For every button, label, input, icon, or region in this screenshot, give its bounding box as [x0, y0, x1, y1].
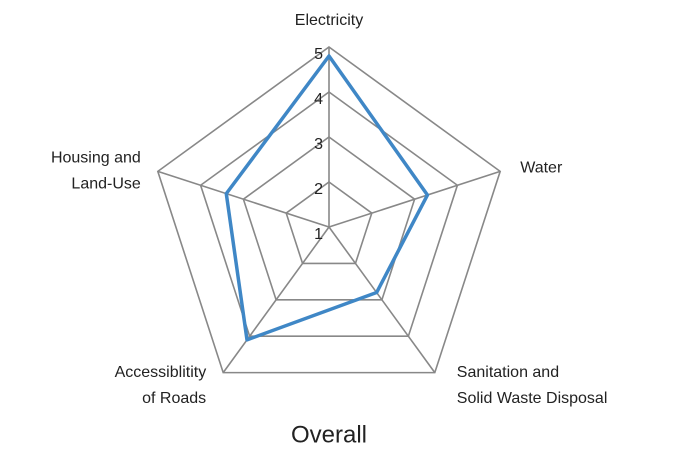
- r-tick-label: 2: [314, 181, 323, 198]
- category-label: Housing and: [51, 150, 141, 167]
- category-label: Water: [520, 160, 563, 177]
- grid-ring: [199, 91, 459, 338]
- r-tick-label: 3: [314, 136, 323, 153]
- r-tick-label: 4: [314, 91, 323, 108]
- category-label: Accessiblitity: [115, 364, 207, 381]
- grid-ring: [285, 181, 373, 265]
- category-label: of Roads: [142, 390, 206, 407]
- category-label: Solid Waste Disposal: [457, 390, 608, 407]
- spoke: [222, 226, 330, 374]
- spoke: [328, 226, 436, 374]
- category-label: Electricity: [295, 12, 363, 29]
- r-tick-label: 5: [314, 46, 323, 63]
- grid-ring: [242, 136, 416, 301]
- series-line: [224, 54, 430, 342]
- spoke: [328, 170, 501, 228]
- grid-ring: [156, 46, 502, 374]
- category-label: Sanitation and: [457, 364, 559, 381]
- category-label: Land-Use: [71, 176, 140, 193]
- chart-title: Overall: [291, 421, 367, 448]
- spoke: [157, 170, 330, 228]
- r-tick-label: 1: [314, 226, 323, 243]
